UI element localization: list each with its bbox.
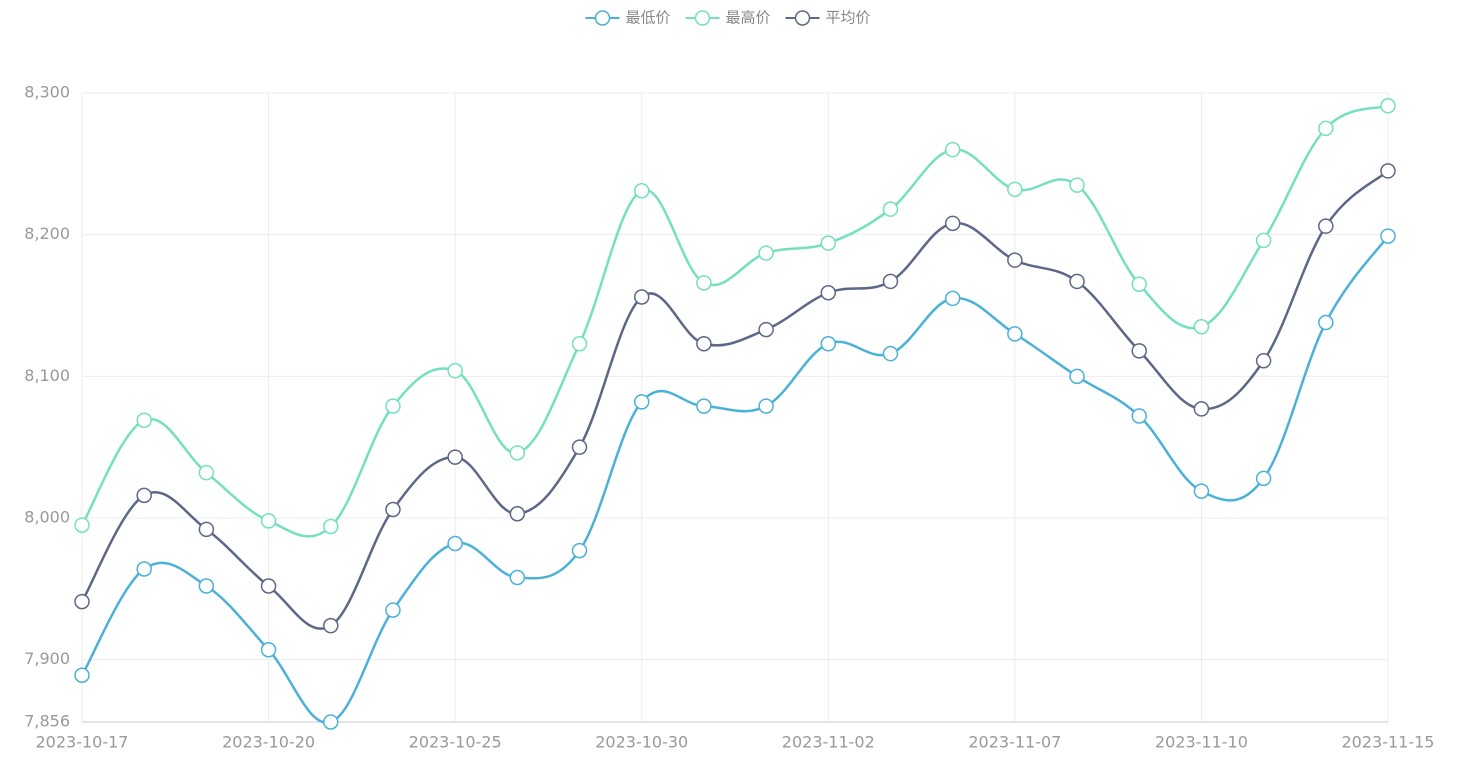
data-point <box>136 561 152 577</box>
data-point <box>758 245 774 261</box>
data-point <box>1380 98 1396 114</box>
data-point <box>260 513 277 529</box>
data-point <box>447 449 463 465</box>
x-tick-label: 2023-10-30 <box>595 733 688 752</box>
data-point <box>696 336 712 352</box>
data-point <box>696 398 712 414</box>
data-point <box>509 569 526 586</box>
legend-label: 最低价 <box>626 9 671 27</box>
y-tick-label: 8,100 <box>24 366 70 385</box>
data-point <box>198 464 215 481</box>
data-point <box>944 215 961 232</box>
x-tick-label: 2023-11-07 <box>968 733 1061 752</box>
y-tick-label: 7,900 <box>24 649 70 668</box>
series-line <box>80 169 1389 630</box>
data-point <box>385 398 401 414</box>
legend-icon-dot <box>594 10 611 26</box>
y-tick-label: 8,000 <box>24 508 70 527</box>
data-point <box>509 445 526 461</box>
legend-label: 最高价 <box>726 9 771 27</box>
data-point <box>198 521 215 538</box>
data-point <box>1069 273 1085 290</box>
data-point <box>323 518 339 535</box>
data-point <box>571 336 588 352</box>
data-point <box>1380 228 1396 244</box>
data-point <box>1318 120 1334 137</box>
data-point <box>74 667 90 683</box>
data-point <box>323 617 339 634</box>
data-point <box>758 398 774 414</box>
data-point <box>1255 232 1272 249</box>
data-point <box>820 336 837 352</box>
data-point <box>944 141 961 158</box>
series-line <box>80 235 1390 724</box>
legend-item[interactable]: 最高价 <box>685 9 771 27</box>
data-point <box>944 290 961 307</box>
x-tick-label: 2023-11-02 <box>782 733 875 752</box>
data-point <box>1069 177 1085 193</box>
data-point <box>260 642 277 658</box>
data-point <box>385 501 401 518</box>
legend: 最低价 最高价 平均价 <box>585 9 871 27</box>
data-point <box>1131 408 1147 424</box>
data-point <box>571 439 588 455</box>
legend-icon-dot <box>694 10 711 26</box>
data-point <box>1007 252 1023 268</box>
data-point <box>882 273 899 290</box>
x-tick-label: 2023-11-15 <box>1342 733 1435 752</box>
data-point <box>1007 181 1023 198</box>
data-point <box>1193 319 1210 335</box>
data-point <box>1193 483 1210 499</box>
data-point <box>820 285 837 301</box>
legend-icon-dot <box>794 10 811 26</box>
data-point <box>633 289 650 305</box>
data-point <box>385 602 401 618</box>
data-point <box>1193 401 1210 417</box>
data-point <box>260 578 277 594</box>
series-line <box>80 104 1389 538</box>
data-point <box>1380 163 1396 179</box>
x-tick-label: 2023-10-17 <box>36 733 129 752</box>
x-tick-label: 2023-10-25 <box>409 733 502 752</box>
data-point <box>758 321 774 338</box>
data-point <box>1318 218 1334 234</box>
legend-item[interactable]: 平均价 <box>785 9 871 27</box>
data-point <box>198 578 215 594</box>
legend-label: 平均价 <box>826 9 871 27</box>
data-point <box>1255 353 1272 369</box>
data-point <box>882 201 899 217</box>
y-tick-label: 7,856 <box>24 712 70 731</box>
data-point <box>74 517 90 533</box>
y-tick-label: 8,200 <box>24 224 70 243</box>
x-tick-label: 2023-11-10 <box>1155 733 1248 752</box>
legend-item[interactable]: 最低价 <box>585 9 671 27</box>
data-point <box>696 275 712 291</box>
data-point <box>1069 368 1085 385</box>
data-point <box>1318 314 1334 331</box>
x-tick-label: 2023-10-20 <box>222 733 315 752</box>
data-point <box>323 714 339 730</box>
data-point <box>633 394 650 410</box>
data-point <box>882 345 899 362</box>
data-point <box>447 535 463 552</box>
data-point <box>447 362 463 379</box>
data-point <box>1131 276 1147 292</box>
data-point <box>571 542 588 559</box>
data-point <box>136 487 152 504</box>
data-point <box>136 412 152 428</box>
data-point <box>74 593 90 610</box>
data-point <box>1255 470 1272 487</box>
y-tick-label: 8,300 <box>24 83 70 102</box>
data-point <box>1007 326 1023 342</box>
data-point <box>633 183 650 199</box>
data-point <box>509 506 526 522</box>
data-point <box>820 235 837 251</box>
data-point <box>1131 343 1147 359</box>
